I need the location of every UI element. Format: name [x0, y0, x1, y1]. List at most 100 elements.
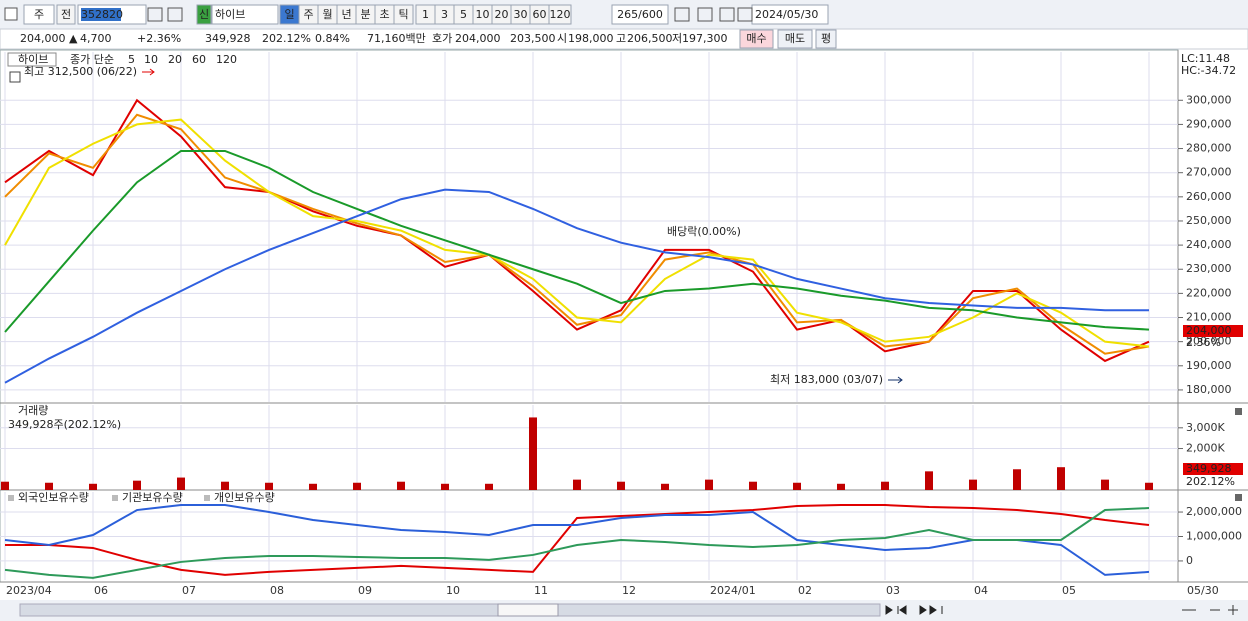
- volume-bar: [353, 482, 361, 490]
- volume-bar: [529, 417, 537, 490]
- series-line: [4, 113, 1150, 355]
- series-line: [5, 504, 1150, 576]
- legend-swatch: [8, 495, 14, 501]
- table-icon[interactable]: [9, 71, 21, 83]
- period-button[interactable]: 년: [341, 8, 351, 21]
- volume-bar: [1, 481, 9, 490]
- y-tick-label: 200,000: [1186, 335, 1232, 348]
- low-arrow: [888, 376, 903, 384]
- period-button[interactable]: 틱: [398, 8, 408, 21]
- menu-icon[interactable]: [4, 7, 18, 21]
- minute-button[interactable]: 20: [495, 8, 509, 21]
- zoom-buttons[interactable]: [1182, 605, 1238, 615]
- legend-swatch: [204, 495, 210, 501]
- quote-bid-label: 호가: [432, 32, 452, 45]
- period-button[interactable]: 초: [379, 8, 389, 21]
- quote-volume-ratio: 202.12%: [262, 32, 311, 45]
- tool-icon[interactable]: [167, 7, 183, 22]
- x-tick-label: 05/30: [1187, 584, 1219, 597]
- name-input-box[interactable]: [211, 4, 279, 25]
- series-line: [4, 149, 1150, 333]
- quote-high: 206,500: [627, 32, 673, 45]
- y-tick-label: 240,000: [1186, 238, 1232, 251]
- last-change: 2.36%: [1186, 336, 1221, 349]
- volume-bar: [45, 482, 53, 490]
- period-button[interactable]: 분: [360, 8, 370, 21]
- tool-icon[interactable]: [737, 7, 753, 22]
- buy-button[interactable]: 매수: [746, 32, 766, 45]
- code-highlight: [81, 8, 121, 21]
- x-tick-label: 09: [358, 584, 372, 597]
- sell-button-bg[interactable]: [777, 29, 813, 49]
- high-arrow: [142, 68, 155, 76]
- minute-button[interactable]: 120: [550, 8, 571, 21]
- scroll-thumb[interactable]: [497, 603, 559, 617]
- minute-button[interactable]: 5: [460, 8, 467, 21]
- name-input[interactable]: 하이브: [215, 7, 245, 21]
- chart-frame: [0, 49, 1179, 583]
- minute-button[interactable]: 1: [422, 8, 429, 21]
- sell-button[interactable]: 매도: [785, 32, 805, 45]
- minute-button[interactable]: 10: [476, 8, 490, 21]
- quote-change: 4,700: [80, 32, 112, 45]
- market-select-box[interactable]: [23, 4, 55, 25]
- x-tick-label: 2024/01: [710, 584, 756, 597]
- quote-bg: [0, 28, 1248, 50]
- volume-bar: [1057, 467, 1065, 490]
- y-tick-label: 2,000,000: [1186, 505, 1242, 518]
- market-select[interactable]: 주: [34, 8, 44, 21]
- volume-bar: [837, 483, 845, 490]
- chart-title: 하이브: [18, 52, 48, 66]
- legend-entry: 20: [168, 53, 182, 66]
- x-tick-label: 04: [974, 584, 988, 597]
- minute-button[interactable]: 3: [441, 8, 448, 21]
- tool-icon[interactable]: [147, 7, 163, 22]
- eval-button-bg[interactable]: [815, 29, 837, 49]
- series-line: [4, 507, 1150, 579]
- x-tick-label: 11: [534, 584, 548, 597]
- y-tick-label: 270,000: [1186, 166, 1232, 179]
- date-input[interactable]: 2024/05/30: [755, 8, 818, 21]
- close-pane[interactable]: [1235, 408, 1242, 415]
- x-tick-label: 06: [94, 584, 108, 597]
- volume-subtitle: 349,928주(202.12%): [8, 418, 121, 431]
- buy-button-bg[interactable]: [739, 29, 774, 49]
- minute-button[interactable]: 60: [533, 8, 547, 21]
- y-tick-label: 220,000: [1186, 286, 1232, 299]
- count-input[interactable]: 265/600: [617, 8, 663, 21]
- volume-bar: [397, 481, 405, 490]
- volume-bar: [617, 481, 625, 490]
- scroll-buttons[interactable]: [885, 605, 943, 615]
- tool-icon[interactable]: [719, 7, 735, 22]
- new-badge[interactable]: 신: [199, 8, 209, 21]
- legend-entry: 10: [144, 53, 158, 66]
- view-button[interactable]: 전: [61, 8, 71, 21]
- count-input-box[interactable]: [611, 4, 669, 25]
- period-button-box[interactable]: [393, 4, 414, 25]
- last-price-box: [1183, 325, 1243, 337]
- view-button-box[interactable]: [56, 4, 76, 25]
- volume-bar: [925, 471, 933, 490]
- y-tick-label: 180,000: [1186, 383, 1232, 396]
- period-button[interactable]: 월: [322, 8, 332, 21]
- period-button[interactable]: 일: [284, 7, 294, 21]
- y-tick-label: 230,000: [1186, 262, 1232, 275]
- tool-icon[interactable]: [674, 7, 690, 22]
- chart-subtitle: 종가 단순: [70, 53, 114, 66]
- minute-button-box[interactable]: [548, 4, 572, 25]
- code-input[interactable]: 352820: [81, 8, 123, 21]
- y-tick-label: 250,000: [1186, 214, 1232, 227]
- scroll-track[interactable]: [19, 603, 881, 617]
- eval-button[interactable]: 평: [821, 32, 831, 45]
- lc-label: LC:11.48: [1181, 52, 1230, 65]
- volume-bar: [133, 480, 141, 490]
- new-badge-box[interactable]: [196, 4, 212, 25]
- hc-label: HC:-34.72: [1181, 64, 1236, 77]
- close-pane[interactable]: [1235, 494, 1242, 501]
- tool-icon[interactable]: [697, 7, 713, 22]
- period-button[interactable]: 주: [303, 8, 313, 21]
- legend-entry: 개인보유수량: [214, 491, 275, 504]
- dividend-annotation: 배당락(0.00%): [667, 225, 741, 238]
- minute-button[interactable]: 30: [514, 8, 528, 21]
